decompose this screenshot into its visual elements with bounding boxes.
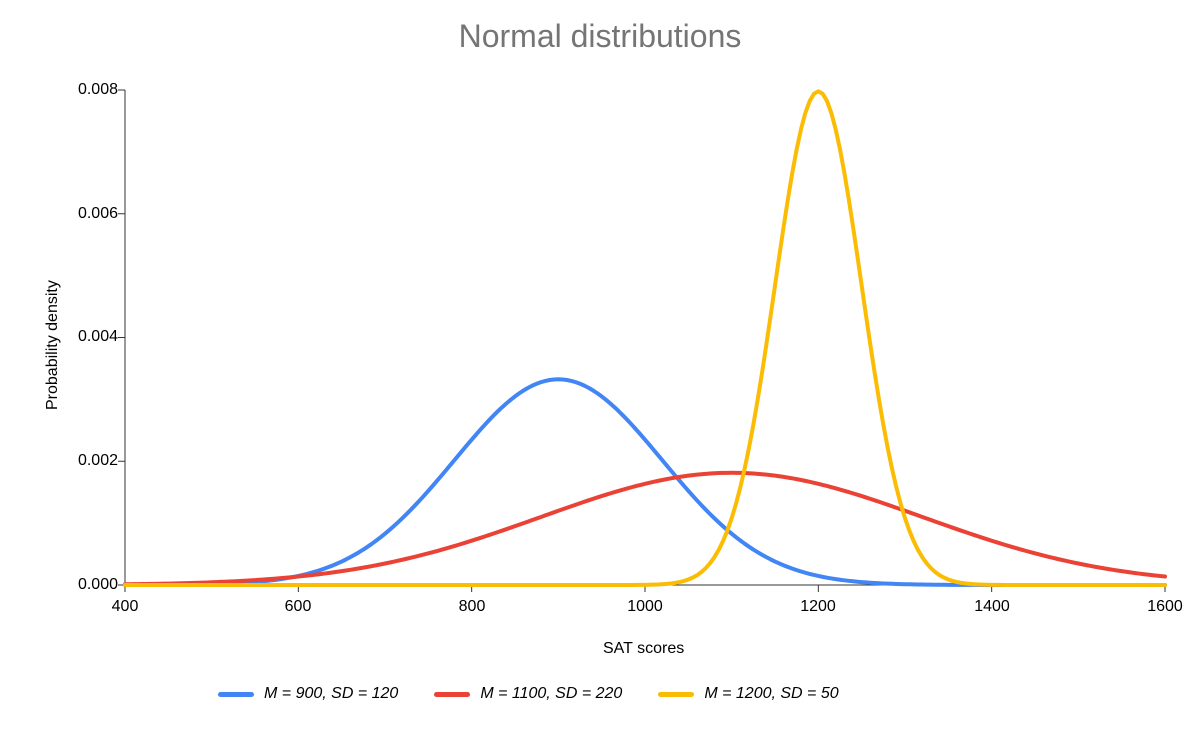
y-tick-label: 0.002	[58, 452, 118, 470]
y-tick-label: 0.000	[58, 576, 118, 594]
y-tick-label: 0.006	[58, 205, 118, 223]
x-tick-label: 600	[268, 598, 328, 616]
legend-item: M = 900, SD = 120	[218, 685, 398, 703]
legend-label: M = 1100, SD = 220	[480, 685, 622, 703]
legend-item: M = 1100, SD = 220	[434, 685, 622, 703]
x-tick-label: 800	[442, 598, 502, 616]
legend-swatch	[658, 692, 694, 697]
legend-swatch	[434, 692, 470, 697]
series-line	[125, 473, 1165, 584]
legend-label: M = 1200, SD = 50	[704, 685, 838, 703]
legend-item: M = 1200, SD = 50	[658, 685, 838, 703]
plot-area	[115, 80, 1175, 600]
y-tick-label: 0.008	[58, 81, 118, 99]
y-tick-label: 0.004	[58, 328, 118, 346]
x-tick-label: 1200	[788, 598, 848, 616]
legend: M = 900, SD = 120 M = 1100, SD = 220 M =…	[218, 685, 839, 703]
series-line	[125, 91, 1165, 585]
chart-title: Normal distributions	[0, 18, 1200, 55]
x-tick-label: 400	[95, 598, 155, 616]
legend-swatch	[218, 692, 254, 697]
legend-label: M = 900, SD = 120	[264, 685, 398, 703]
x-tick-label: 1400	[962, 598, 1022, 616]
x-tick-label: 1600	[1135, 598, 1195, 616]
x-axis-label: SAT scores	[603, 640, 684, 658]
x-tick-label: 1000	[615, 598, 675, 616]
chart-container: { "chart": { "type": "line", "title": "N…	[0, 0, 1200, 742]
